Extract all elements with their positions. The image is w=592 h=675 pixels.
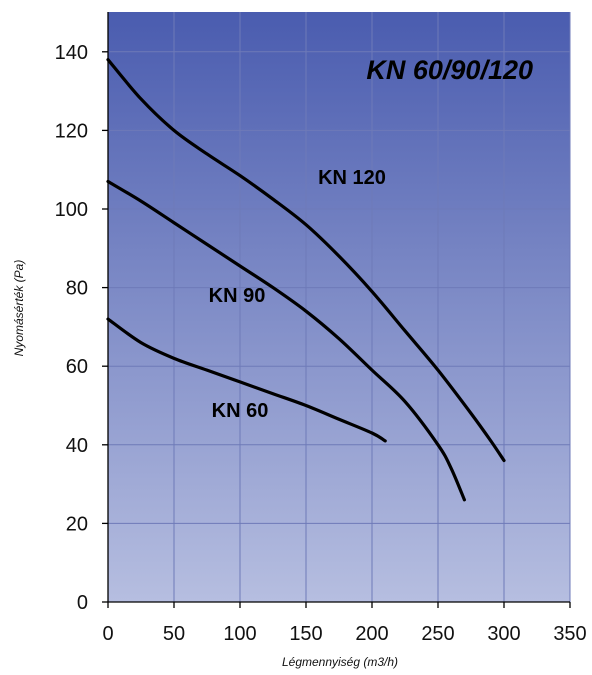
x-tick-label: 150: [289, 623, 322, 645]
x-tick-label: 100: [223, 623, 256, 645]
y-tick-label: 140: [55, 42, 88, 64]
chart-title: KN 60/90/120: [366, 55, 533, 85]
y-tick-label: 60: [66, 356, 88, 378]
y-tick-label: 0: [77, 592, 88, 614]
series-line-kn-120: [106, 58, 506, 463]
grid-lines: [108, 12, 571, 602]
x-tick-label: 200: [355, 623, 388, 645]
axes: [102, 12, 571, 608]
x-tick-label: 350: [553, 623, 586, 645]
x-tick-labels: 0 50 100 150 200 250 300 350: [102, 623, 586, 645]
y-tick-label: 80: [66, 278, 88, 300]
y-tick-labels: 0 20 40 60 80 100 120 140: [55, 42, 88, 614]
series-labels: KN 120 KN 90 KN 60: [209, 167, 386, 422]
series-label-kn-120: KN 120: [318, 167, 386, 189]
x-tick-label: 300: [487, 623, 520, 645]
x-tick-label: 0: [102, 623, 113, 645]
series-line-kn-90: [106, 179, 466, 502]
series-line-kn-60: [106, 317, 387, 443]
y-axis-title: Nyomásérték (Pa): [12, 260, 26, 357]
y-tick-label: 40: [66, 435, 88, 457]
plot-area: [108, 12, 570, 602]
series-label-kn-90: KN 90: [209, 285, 266, 307]
x-tick-label: 250: [421, 623, 454, 645]
y-tick-label: 20: [66, 513, 88, 535]
x-tick-label: 50: [163, 623, 185, 645]
series-lines: [106, 58, 506, 502]
y-tick-label: 100: [55, 199, 88, 221]
y-tick-label: 120: [55, 120, 88, 142]
x-axis-title: Légmennyiség (m3/h): [282, 655, 398, 669]
series-label-kn-60: KN 60: [212, 400, 269, 422]
